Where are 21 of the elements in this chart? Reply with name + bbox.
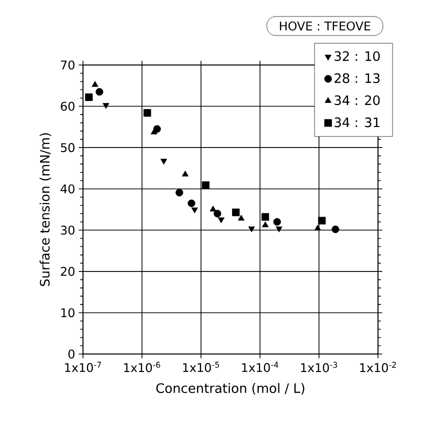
y-tick-label: 70 [61, 60, 74, 70]
y-tick-label: 50 [60, 143, 74, 152]
x-tick-label: 1x10$^{-6}$ [124, 362, 160, 372]
x-axis-title: Concentration (mol / L) [156, 383, 304, 395]
legend-label: 32 : 10 [334, 51, 380, 62]
legend-label: 34 : 31 [334, 117, 380, 128]
y-tick-label: 20 [60, 266, 74, 276]
legend-title: HOVE : TFEOVE [280, 21, 370, 31]
x-tick-label: 1x10$^{-7}$ [65, 362, 101, 372]
x-tick-label: 1x10$^{-5}$ [183, 362, 219, 372]
y-tick-label: 60 [60, 102, 74, 111]
y-tick-label: 0 [68, 349, 74, 359]
x-tick-label: 1x10$^{-4}$ [242, 362, 278, 372]
x-tick-label: 1x10$^{-3}$ [301, 362, 338, 372]
y-axis-title: Surface tension (mN/m) [40, 133, 52, 286]
legend-label: 34 : 20 [334, 95, 380, 106]
y-tick-label: 40 [60, 184, 74, 194]
y-tick-label: 30 [60, 226, 74, 235]
y-tick-label: 10 [61, 308, 74, 318]
x-tick-label: 1x10$^{-2}$ [360, 362, 396, 372]
legend-label: 28 : 13 [334, 73, 380, 84]
